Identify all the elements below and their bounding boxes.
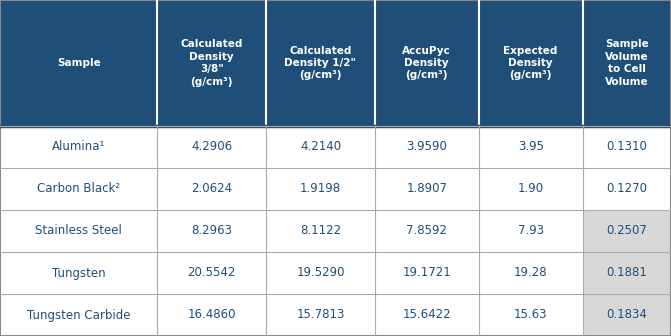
Text: Tungsten: Tungsten: [52, 266, 105, 280]
Text: 0.2507: 0.2507: [607, 224, 648, 238]
Bar: [266, 168, 375, 210]
Text: 4.2906: 4.2906: [191, 140, 232, 154]
Text: 15.63: 15.63: [514, 308, 548, 322]
Text: Calculated
Density 1/2"
(g/cm³): Calculated Density 1/2" (g/cm³): [285, 46, 356, 80]
Text: 19.5290: 19.5290: [296, 266, 345, 280]
Text: Calculated
Density
3/8"
(g/cm³): Calculated Density 3/8" (g/cm³): [180, 39, 243, 87]
Text: 0.1310: 0.1310: [607, 140, 648, 154]
Bar: [582, 252, 671, 294]
Bar: [478, 0, 582, 126]
Text: 7.8592: 7.8592: [406, 224, 448, 238]
Text: 0.1881: 0.1881: [607, 266, 648, 280]
Bar: [478, 252, 582, 294]
Text: 16.4860: 16.4860: [187, 308, 236, 322]
Bar: [582, 0, 671, 126]
Text: 7.93: 7.93: [517, 224, 544, 238]
Bar: [478, 294, 582, 336]
Text: 1.90: 1.90: [517, 182, 544, 196]
Bar: [0, 252, 157, 294]
Bar: [478, 168, 582, 210]
Text: 15.7813: 15.7813: [297, 308, 345, 322]
Bar: [266, 126, 375, 168]
Bar: [266, 294, 375, 336]
Text: 19.1721: 19.1721: [403, 266, 451, 280]
Text: 2.0624: 2.0624: [191, 182, 232, 196]
Bar: [582, 210, 671, 252]
Bar: [0, 126, 157, 168]
Text: 0.1834: 0.1834: [607, 308, 648, 322]
Bar: [266, 0, 375, 126]
Bar: [375, 210, 478, 252]
Text: Sample: Sample: [57, 58, 101, 68]
Text: Alumina¹: Alumina¹: [52, 140, 105, 154]
Text: 20.5542: 20.5542: [187, 266, 236, 280]
Text: 8.2963: 8.2963: [191, 224, 232, 238]
Text: 8.1122: 8.1122: [300, 224, 341, 238]
Bar: [157, 168, 266, 210]
Bar: [582, 168, 671, 210]
Bar: [582, 126, 671, 168]
Text: 3.95: 3.95: [518, 140, 544, 154]
Bar: [157, 294, 266, 336]
Bar: [157, 0, 266, 126]
Bar: [375, 252, 478, 294]
Bar: [0, 0, 157, 126]
Bar: [157, 126, 266, 168]
Text: AccuPyc
Density
(g/cm³): AccuPyc Density (g/cm³): [403, 46, 451, 80]
Bar: [266, 252, 375, 294]
Bar: [157, 210, 266, 252]
Text: Expected
Density
(g/cm³): Expected Density (g/cm³): [503, 46, 558, 80]
Text: Stainless Steel: Stainless Steel: [35, 224, 122, 238]
Text: Sample
Volume
to Cell
Volume: Sample Volume to Cell Volume: [605, 39, 649, 87]
Bar: [478, 126, 582, 168]
Text: Tungsten Carbide: Tungsten Carbide: [27, 308, 130, 322]
Bar: [375, 126, 478, 168]
Text: Carbon Black²: Carbon Black²: [37, 182, 120, 196]
Bar: [375, 294, 478, 336]
Bar: [0, 168, 157, 210]
Bar: [478, 210, 582, 252]
Text: 19.28: 19.28: [514, 266, 548, 280]
Bar: [157, 252, 266, 294]
Text: 1.8907: 1.8907: [406, 182, 448, 196]
Bar: [375, 0, 478, 126]
Text: 4.2140: 4.2140: [300, 140, 341, 154]
Text: 15.6422: 15.6422: [403, 308, 451, 322]
Text: 3.9590: 3.9590: [407, 140, 447, 154]
Text: 1.9198: 1.9198: [300, 182, 341, 196]
Text: 0.1270: 0.1270: [607, 182, 648, 196]
Bar: [0, 294, 157, 336]
Bar: [375, 168, 478, 210]
Bar: [582, 294, 671, 336]
Bar: [0, 210, 157, 252]
Bar: [266, 210, 375, 252]
